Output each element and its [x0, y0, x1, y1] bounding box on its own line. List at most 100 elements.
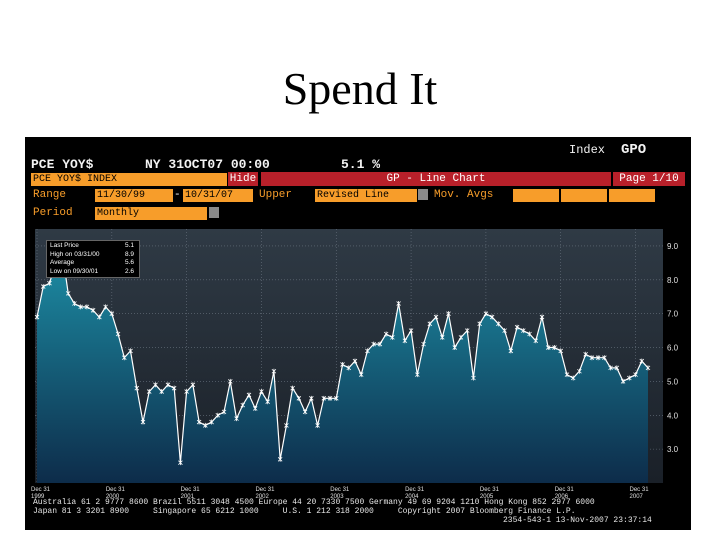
data-point — [340, 361, 345, 367]
legend-label: Low on 09/30/01 — [50, 267, 99, 275]
data-point — [577, 368, 582, 374]
y-tick-label: 9.0 — [667, 242, 679, 251]
data-point — [72, 301, 77, 307]
legend-label: Average — [50, 259, 75, 266]
range-start-field[interactable]: 11/30/99 — [95, 189, 173, 202]
data-point — [122, 355, 127, 361]
range-separator: - — [174, 189, 181, 201]
period-select[interactable]: Monthly — [95, 207, 207, 220]
function-code[interactable]: GPO — [621, 142, 647, 158]
data-point — [234, 416, 239, 422]
hide-button[interactable]: Hide — [228, 172, 258, 186]
header-ticker: PCE YOY$ — [31, 157, 94, 172]
slide-title: Spend It — [282, 63, 438, 114]
x-tick-month-label: Dec 31 — [181, 487, 201, 493]
x-tick-year-label: 2001 — [181, 494, 195, 500]
data-point — [40, 284, 46, 290]
footer-timestamp: 2354-543-1 13-Nov-2007 23:37:14 — [503, 516, 652, 525]
data-point — [115, 331, 121, 337]
data-point — [302, 409, 308, 415]
data-point — [471, 375, 476, 381]
data-point — [589, 355, 595, 361]
data-point — [583, 351, 588, 357]
data-point — [371, 341, 376, 347]
data-point — [146, 389, 152, 395]
data-point — [452, 345, 458, 351]
data-point — [296, 395, 302, 401]
data-point — [402, 338, 408, 344]
moving-average-2-field[interactable] — [561, 189, 607, 202]
upper-line-select[interactable]: Revised Line — [315, 189, 417, 202]
legend-value: 2.6 — [124, 267, 134, 275]
data-point — [165, 382, 171, 388]
data-point — [277, 456, 283, 462]
legend-label: High on 03/31/00 — [50, 250, 100, 258]
data-point — [153, 382, 158, 388]
moving-average-3-field[interactable] — [609, 189, 655, 202]
y-tick-label: 3.0 — [667, 445, 679, 454]
data-point — [103, 304, 108, 310]
data-point — [627, 375, 632, 381]
data-point — [564, 372, 570, 378]
legend-row: Last Price 5.1 — [50, 242, 136, 250]
data-point — [365, 348, 370, 354]
legend-value: 8.9 — [124, 250, 134, 258]
data-point — [552, 345, 557, 351]
y-tick-label: 7.0 — [667, 310, 679, 319]
x-tick-month-label: Dec 31 — [405, 487, 425, 493]
period-dropdown-icon[interactable] — [209, 207, 219, 218]
data-point — [315, 422, 320, 428]
data-point — [84, 304, 90, 310]
legend-value: 5.6 — [124, 259, 134, 266]
data-point — [396, 301, 401, 307]
data-point — [346, 365, 352, 371]
data-point — [265, 399, 270, 405]
page-indicator[interactable]: Page 1/10 — [613, 172, 685, 186]
upper-line-dropdown-icon[interactable] — [418, 189, 428, 200]
data-point — [377, 341, 383, 347]
data-point — [421, 341, 426, 347]
y-tick-label: 6.0 — [667, 344, 679, 353]
data-point — [521, 328, 526, 334]
data-point — [252, 405, 258, 411]
data-point — [309, 395, 314, 401]
index-label: Index — [569, 143, 606, 157]
data-point — [178, 460, 183, 466]
data-point — [284, 422, 289, 428]
y-tick-label: 8.0 — [667, 276, 679, 285]
data-point — [271, 368, 277, 374]
legend-value: 5.1 — [124, 242, 134, 249]
data-point — [327, 395, 333, 401]
range-end-field[interactable]: 10/31/07 — [183, 189, 253, 202]
x-tick-year-label: 2006 — [555, 494, 569, 500]
x-tick-month-label: Dec 31 — [630, 487, 650, 493]
data-point — [65, 290, 71, 296]
data-point — [458, 334, 464, 340]
x-tick-month-label: Dec 31 — [31, 487, 51, 493]
data-point — [383, 331, 389, 337]
data-point — [433, 314, 439, 320]
moving-average-1-field[interactable] — [513, 189, 559, 202]
data-point — [358, 372, 364, 378]
data-point — [446, 311, 451, 317]
data-point — [221, 409, 227, 415]
header-timestamp: NY 31OCT07 00:00 — [145, 157, 270, 172]
data-point — [184, 389, 189, 395]
data-point — [602, 355, 607, 361]
data-point — [496, 321, 501, 327]
x-tick-year-label: 1999 — [31, 494, 45, 500]
data-point — [527, 331, 532, 337]
security-field[interactable]: PCE YOY$ INDEX — [31, 173, 227, 186]
y-tick-label: 5.0 — [667, 377, 679, 386]
data-point — [508, 348, 514, 354]
x-tick-month-label: Dec 31 — [555, 487, 575, 493]
x-tick-year-label: 2003 — [330, 494, 344, 500]
data-point — [639, 358, 645, 364]
data-point — [203, 422, 208, 428]
data-point — [90, 307, 96, 313]
data-point — [558, 348, 563, 354]
data-point — [240, 402, 246, 408]
price-stats-legend: Last Price 5.1 High on 03/31/00 8.9 Average 5… — [46, 240, 140, 278]
data-point — [408, 328, 414, 334]
